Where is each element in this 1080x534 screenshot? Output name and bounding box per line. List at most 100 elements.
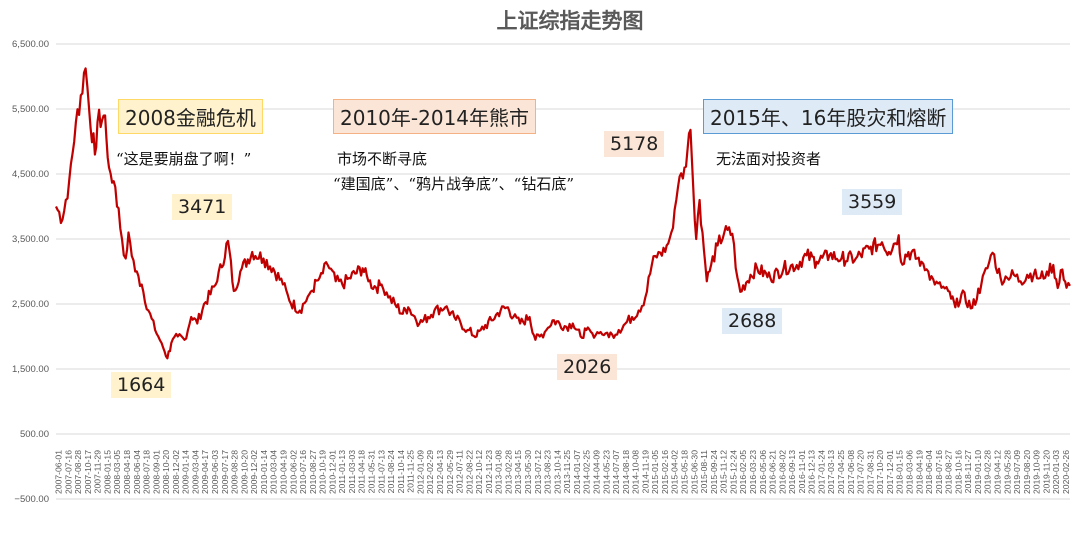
x-tick-label: 2008-07-18 [142,450,152,494]
x-tick-label: 2013-04-15 [513,450,523,494]
x-tick-label: 2010-04-19 [278,450,288,494]
x-tick-label: 2007-06-01 [54,450,64,494]
x-tick-label: 2013-05-30 [523,450,533,494]
x-tick-label: 2013-11-25 [562,450,572,494]
x-tick-label: 2016-09-13 [787,450,797,494]
x-tick-label: 2012-07-11 [455,450,465,494]
y-tick-label: 2,500.00 [12,299,49,310]
x-tick-label: 2012-04-13 [435,450,445,494]
x-tick-label: 2015-04-02 [670,450,680,494]
x-tick-label: 2014-04-09 [591,450,601,494]
x-tick-label: 2013-10-14 [552,450,562,494]
x-tick-label: 2011-05-31 [367,450,377,494]
x-tick-label: 2018-11-27 [963,450,973,494]
x-tick-label: 2014-10-08 [631,450,641,494]
x-tick-label: 2009-10-20 [239,450,249,494]
x-tick-label: 2007-11-29 [93,450,103,494]
x-tick-label: 2010-06-02 [288,450,298,494]
label-low-1664: 1664 [111,372,172,398]
x-tick-label: 2016-11-01 [797,450,807,494]
x-tick-label: 2009-03-04 [190,450,200,494]
y-tick-label: 1,500.00 [12,364,49,375]
x-tick-label: 2009-01-14 [181,450,191,494]
x-tick-label: 2007-08-28 [73,450,83,494]
x-tick-label: 2012-02-29 [425,450,435,494]
x-tick-label: 2014-05-23 [601,450,611,494]
x-tick-label: 2014-01-07 [572,450,582,494]
x-tick-label: 2011-04-18 [357,450,367,494]
x-tick-label: 2010-01-14 [259,450,269,494]
x-tick-label: 2016-02-05 [738,450,748,494]
x-tick-label: 2017-07-20 [856,450,866,494]
x-tick-label: 2019-02-28 [983,450,993,494]
x-tick-label: 2015-08-11 [699,450,709,494]
x-tick-label: 2018-04-19 [914,450,924,494]
x-tick-label: 2019-05-28 [1002,450,1012,494]
x-tick-label: 2017-12-01 [885,450,895,494]
x-tick-label: 2014-02-25 [582,450,592,494]
label-peak-5178: 5178 [604,131,665,157]
x-tick-label: 2008-10-20 [161,450,171,494]
x-tick-label: 2018-10-16 [953,450,963,494]
x-tick-label: 2017-10-20 [875,450,885,494]
x-tick-label: 2008-01-15 [102,450,112,494]
x-tick-label: 2011-10-14 [396,450,406,494]
x-tick-label: 2009-07-17 [220,450,230,494]
x-tick-label: 2011-07-13 [376,450,386,494]
annotation-financial-crisis: 2008金融危机 [118,99,263,134]
x-tick-label: 2016-06-21 [768,450,778,494]
note-cannot-face-investors: 无法面对投资者 [716,150,822,168]
x-tick-label: 2012-08-22 [464,450,474,494]
annotation-bear-market: 2010年-2014年熊市 [333,99,537,134]
x-tick-label: 2018-07-16 [934,450,944,494]
x-tick-label: 2010-10-19 [318,450,328,494]
x-tick-label: 2010-12-01 [327,450,337,494]
x-tick-label: 2018-08-27 [944,450,954,494]
x-tick-label: 2017-04-25 [836,450,846,494]
y-tick-label: −500.00 [14,494,49,505]
x-tick-label: 2015-09-24 [709,450,719,494]
x-tick-label: 2019-04-12 [993,450,1003,494]
x-tick-label: 2011-11-25 [406,450,416,493]
x-tick-label: 2010-03-04 [269,450,279,494]
series-line [55,67,1071,360]
x-tick-label: 2008-04-18 [122,450,132,494]
x-tick-label: 2008-12-02 [171,450,181,494]
x-tick-label: 2015-06-30 [689,450,699,494]
x-tick-label: 2016-08-02 [777,450,787,494]
y-tick-label: 4,500.00 [12,169,49,180]
x-tick-label: 2011-08-24 [386,450,396,494]
x-tick-label: 2013-08-23 [543,450,553,494]
note-collapse-quote: “这是要崩盘了啊！” [116,150,252,168]
label-low-2688: 2688 [722,308,783,334]
x-tick-label: 2016-12-13 [807,450,817,494]
x-tick-label: 2016-03-23 [748,450,758,494]
x-tick-label: 2012-10-12 [474,450,484,494]
x-tick-label: 2011-03-03 [347,450,357,494]
x-tick-label: 2013-07-12 [533,450,543,494]
x-tick-label: 2019-01-10 [973,450,983,494]
x-tick-label: 2017-03-13 [826,450,836,494]
x-tick-label: 2012-01-09 [415,450,425,494]
x-tick-label: 2008-06-04 [132,450,142,494]
x-tick-label: 2008-09-01 [151,450,161,494]
x-tick-label: 2014-11-19 [640,450,650,494]
x-tick-label: 2019-10-09 [1032,450,1042,494]
x-tick-label: 2013-01-08 [494,450,504,494]
x-tick-label: 2012-11-23 [484,450,494,494]
x-tick-label: 2012-05-29 [445,450,455,494]
chart-title: 上证综指走势图 [497,9,644,33]
x-tick-label: 2007-07-16 [63,450,73,494]
y-tick-label: 5,500.00 [12,104,49,115]
note-seeking-bottom: 市场不断寻底 [337,150,428,168]
x-tick-label: 2020-01-03 [1051,450,1061,494]
x-tick-label: 2015-05-18 [680,450,690,494]
label-peak-3559: 3559 [842,189,903,215]
x-tick-label: 2015-11-12 [719,450,729,494]
x-tick-label: 2017-08-31 [865,450,875,494]
x-tick-label: 2013-02-28 [503,450,513,494]
x-tick-label: 2015-01-05 [650,450,660,494]
x-tick-label: 2009-08-28 [230,450,240,494]
x-tick-label: 2017-06-08 [846,450,856,494]
x-tick-label: 2009-04-17 [200,450,210,494]
